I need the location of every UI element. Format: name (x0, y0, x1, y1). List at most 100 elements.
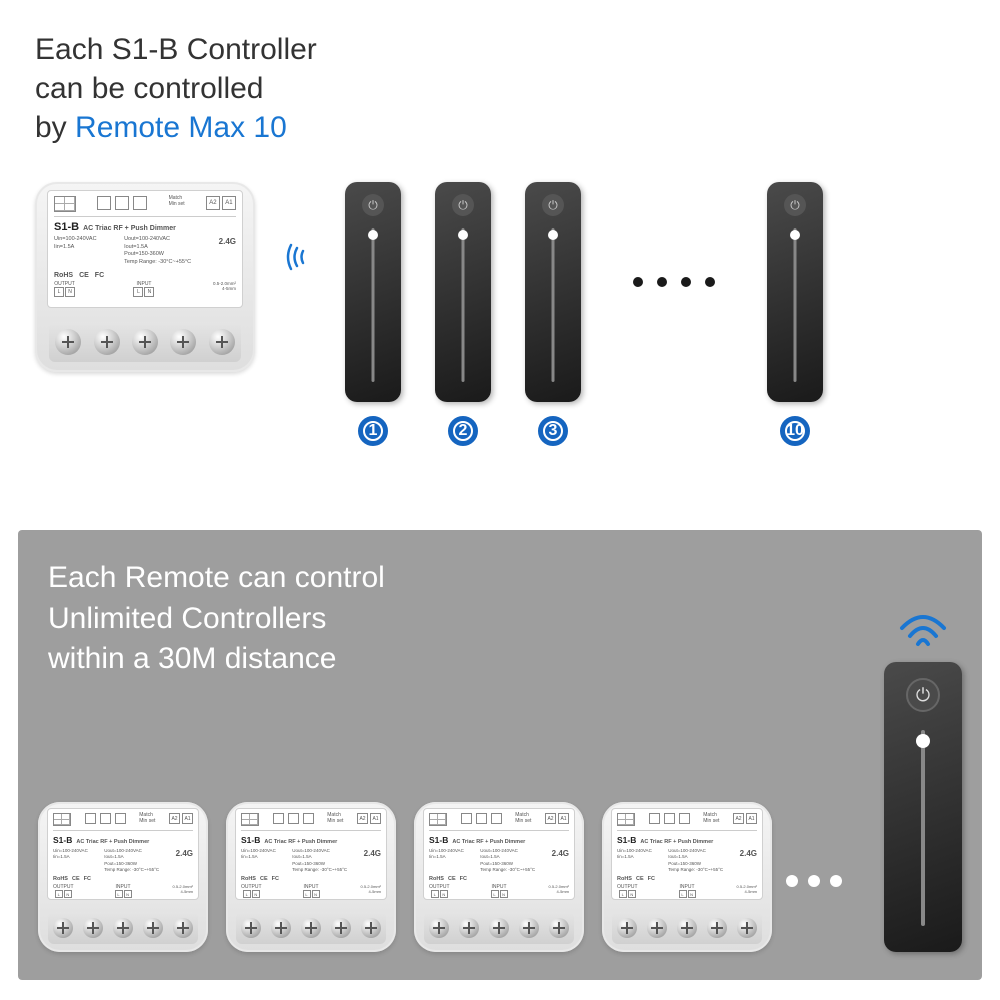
spec-iin: Iin=1.5A (54, 244, 97, 252)
specs: Uin=100-240VACIin=1.5A Uout=100-240VACIo… (53, 848, 193, 873)
dip-switch-icon (54, 196, 76, 212)
cert-rohs: RoHS (54, 272, 73, 279)
terminal-screws (48, 912, 198, 944)
remote-device (525, 182, 581, 402)
mode-icons (649, 813, 690, 824)
heading-line1: Each S1-B Controller (35, 33, 317, 66)
terminal-screws (424, 912, 574, 944)
badge-10: 10 (780, 416, 810, 446)
controller-device-small: MatchMin set A2A1 S1-B AC Triac RF + Pus… (38, 802, 208, 952)
spec-temp: Temp Range: -30°C~+55°C (124, 259, 191, 267)
match-label: MatchMin set (169, 196, 185, 207)
badge-3: 3 (538, 416, 568, 446)
controller-face: MatchMin set A2A1 S1-B AC Triac RF + Pus… (423, 808, 575, 900)
a-terminals: A2 A1 (206, 196, 236, 210)
remote-device (345, 182, 401, 402)
section1-heading: Each S1-B Controller can be controlled b… (35, 30, 965, 147)
heading2-line1: Each Remote can control (48, 561, 385, 594)
remote-device-large (884, 662, 962, 952)
heading-line3-accent: Remote Max 10 (75, 111, 287, 144)
model-label: S1-B (54, 221, 79, 233)
power-icon (784, 194, 806, 216)
power-icon (362, 194, 384, 216)
rf-signal-icon (285, 242, 315, 279)
spec-pout: Pout=150-360W (124, 251, 191, 259)
dip-switch-icon (617, 813, 635, 826)
io-labels: OUTPUT LN INPUT LN 0.5-2.0mm² 4-5mm (54, 281, 236, 297)
a-terminals: A2A1 (733, 813, 757, 824)
mode-icons (85, 813, 126, 824)
model-label: S1-B (53, 835, 72, 845)
power-icon (542, 194, 564, 216)
a-terminals: A2A1 (169, 813, 193, 824)
row-remote-to-controllers: MatchMin set A2A1 S1-B AC Triac RF + Pus… (38, 662, 962, 952)
remote-device (435, 182, 491, 402)
mode-icons (97, 196, 147, 210)
remote-2: 2 (435, 182, 491, 446)
certifications: RoHSCEFC (429, 876, 569, 882)
specs: Uin=100-240VACIin=1.5A Uout=100-240VACIo… (241, 848, 381, 873)
certifications: RoHSCEFC (53, 876, 193, 882)
match-label: MatchMin set (139, 813, 155, 824)
io-labels: OUTPUTLN INPUTLN 0.5-2.0mm²4-5mm (429, 884, 569, 898)
io-labels: OUTPUTLN INPUTLN 0.5-2.0mm²4-5mm (617, 884, 757, 898)
ellipsis-dots-white (786, 875, 842, 887)
remotes-group: 1 2 3 10 (345, 182, 823, 446)
io-labels: OUTPUTLN INPUTLN 0.5-2.0mm²4-5mm (53, 884, 193, 898)
remote-1: 1 (345, 182, 401, 446)
match-label: MatchMin set (515, 813, 531, 824)
remote-10: 10 (767, 182, 823, 446)
controller-face: MatchMin set A2 A1 S1-B AC Triac RF + Pu… (47, 190, 243, 308)
device-title: AC Triac RF + Push Dimmer (264, 839, 337, 845)
freq-label: 2.4G (219, 236, 236, 267)
controller-device: MatchMin set A2 A1 S1-B AC Triac RF + Pu… (35, 182, 255, 372)
strip-length: 4-5mm (213, 286, 236, 291)
section-controllers-per-remote: Each Remote can control Unlimited Contro… (18, 530, 982, 980)
terminal-a1: A1 (222, 196, 236, 210)
dip-switch-icon (429, 813, 447, 826)
controller-device-small: MatchMin set A2A1 S1-B AC Triac RF + Pus… (226, 802, 396, 952)
a-terminals: A2A1 (357, 813, 381, 824)
terminal-a2: A2 (206, 196, 220, 210)
dip-switch-icon (241, 813, 259, 826)
model-label: S1-B (617, 835, 636, 845)
mode-icons (273, 813, 314, 824)
badge-1: 1 (358, 416, 388, 446)
certifications: RoHS CE FC (54, 272, 236, 279)
match-label: MatchMin set (703, 813, 719, 824)
model-label: S1-B (241, 835, 260, 845)
badge-2: 2 (448, 416, 478, 446)
dip-switch-icon (53, 813, 71, 826)
heading2-line2: Unlimited Controllers (48, 602, 326, 635)
device-title: AC Triac RF + Push Dimmer (76, 839, 149, 845)
row-controller-to-remotes: MatchMin set A2 A1 S1-B AC Triac RF + Pu… (35, 182, 965, 446)
terminal-screws (49, 322, 241, 362)
big-remote-wrap (884, 662, 962, 952)
controller-device-small: MatchMin set A2A1 S1-B AC Triac RF + Pus… (414, 802, 584, 952)
io-labels: OUTPUTLN INPUTLN 0.5-2.0mm²4-5mm (241, 884, 381, 898)
controllers-group: MatchMin set A2A1 S1-B AC Triac RF + Pus… (38, 802, 772, 952)
match-label: MatchMin set (327, 813, 343, 824)
remote-device (767, 182, 823, 402)
remote-3: 3 (525, 182, 581, 446)
section-remotes-per-controller: Each S1-B Controller can be controlled b… (0, 0, 1000, 466)
spec-uout: Uout=100-240VAC (124, 236, 191, 244)
heading-line2: can be controlled (35, 72, 264, 105)
controller-face: MatchMin set A2A1 S1-B AC Triac RF + Pus… (47, 808, 199, 900)
power-icon (906, 678, 940, 712)
a-terminals: A2A1 (545, 813, 569, 824)
specs: Uin=100-240VACIin=1.5A Uout=100-240VACIo… (617, 848, 757, 873)
cert-ce: CE (79, 272, 89, 279)
ellipsis-dots (633, 277, 715, 287)
heading-line3-prefix: by (35, 111, 75, 144)
wifi-icon (898, 610, 948, 657)
controller-face: MatchMin set A2A1 S1-B AC Triac RF + Pus… (235, 808, 387, 900)
specs: Uin=100-240VACIin=1.5A Uout=100-240VACIo… (429, 848, 569, 873)
controller-face: MatchMin set A2A1 S1-B AC Triac RF + Pus… (611, 808, 763, 900)
power-icon (452, 194, 474, 216)
certifications: RoHSCEFC (617, 876, 757, 882)
controller-device-small: MatchMin set A2A1 S1-B AC Triac RF + Pus… (602, 802, 772, 952)
device-title: AC Triac RF + Push Dimmer (83, 225, 176, 232)
cert-fc: FC (95, 272, 104, 279)
specs: Uin=100-240VAC Iin=1.5A Uout=100-240VAC … (54, 236, 236, 267)
